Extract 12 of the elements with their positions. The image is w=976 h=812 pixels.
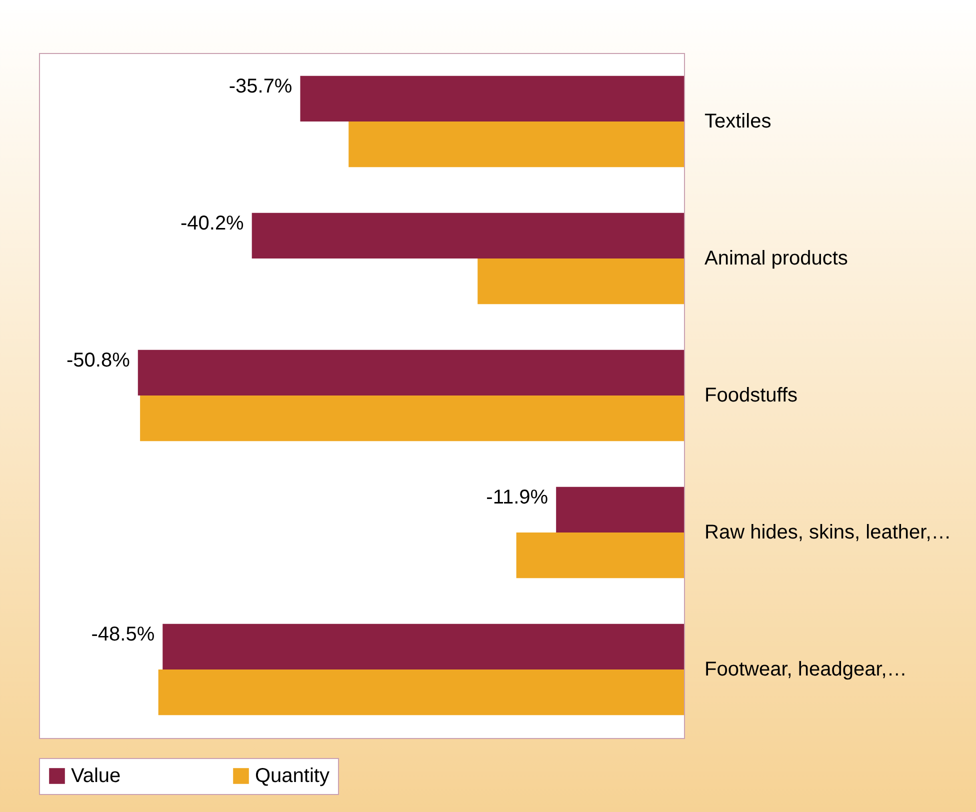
legend-label: Value bbox=[71, 765, 121, 787]
legend-label: Quantity bbox=[255, 765, 330, 787]
y-tick-label: Foodstuffs bbox=[704, 384, 798, 406]
y-tick-label: Footwear, headgear,… bbox=[704, 658, 907, 680]
y-tick-label: Raw hides, skins, leather,… bbox=[704, 522, 952, 544]
data-label: -35.7% bbox=[228, 76, 292, 98]
y-tick-label: Textiles bbox=[704, 110, 772, 132]
data-label: -40.2% bbox=[180, 212, 244, 235]
y-tick-label: Animal products bbox=[704, 248, 848, 270]
data-label: -50.8% bbox=[66, 350, 130, 372]
data-label: -11.9% bbox=[486, 486, 548, 509]
data-label: -48.5% bbox=[91, 624, 155, 646]
